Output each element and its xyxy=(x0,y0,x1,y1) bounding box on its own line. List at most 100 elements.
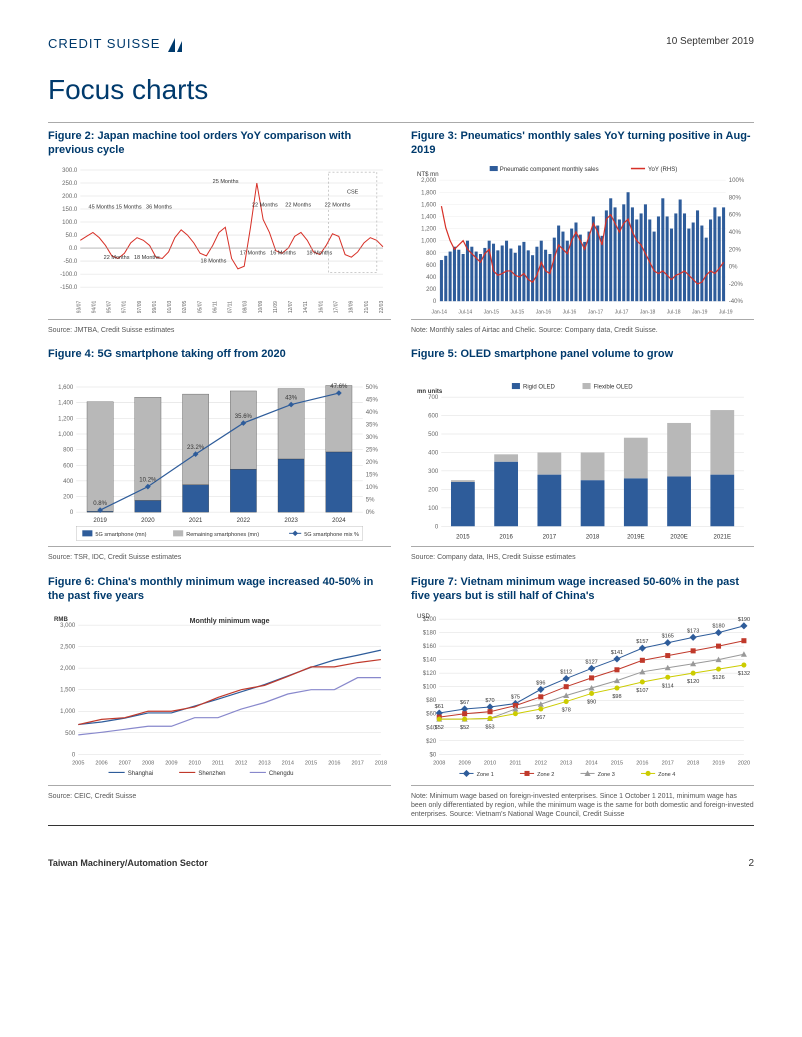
svg-text:0: 0 xyxy=(72,752,76,758)
svg-text:2011: 2011 xyxy=(509,760,521,766)
page-footer: Taiwan Machinery/Automation Sector 2 xyxy=(48,850,754,869)
svg-text:35.6%: 35.6% xyxy=(235,414,253,420)
svg-text:$132: $132 xyxy=(738,671,750,677)
svg-text:35%: 35% xyxy=(366,423,379,429)
svg-text:97/01: 97/01 xyxy=(122,300,128,313)
svg-text:600: 600 xyxy=(63,463,74,469)
svg-text:2017: 2017 xyxy=(351,760,363,766)
svg-text:05/07: 05/07 xyxy=(197,300,203,313)
brand-logo: CREDIT SUISSE xyxy=(48,36,188,54)
svg-text:22 Months: 22 Months xyxy=(285,202,311,208)
svg-text:400: 400 xyxy=(428,450,439,456)
svg-text:2006: 2006 xyxy=(95,760,107,766)
svg-text:1,400: 1,400 xyxy=(58,401,74,407)
svg-text:-40%: -40% xyxy=(729,299,744,305)
svg-text:RMB: RMB xyxy=(54,617,68,623)
svg-text:20%: 20% xyxy=(366,460,379,466)
svg-text:$165: $165 xyxy=(662,634,674,640)
svg-text:YoY (RHS): YoY (RHS) xyxy=(648,167,677,173)
fig7-sep xyxy=(411,785,754,786)
svg-text:NT$ mn: NT$ mn xyxy=(417,172,439,178)
figure-4: Figure 4: 5G smartphone taking off from … xyxy=(48,347,391,563)
svg-text:$75: $75 xyxy=(511,695,520,701)
svg-text:Shanghai: Shanghai xyxy=(128,771,154,777)
fig2-source: Source: JMTBA, Credit Suisse estimates xyxy=(48,326,391,335)
svg-text:1,000: 1,000 xyxy=(421,238,437,244)
fig3-sep xyxy=(411,319,754,320)
svg-text:$127: $127 xyxy=(585,659,597,665)
svg-text:40%: 40% xyxy=(729,230,742,236)
svg-text:-50.0: -50.0 xyxy=(63,259,77,265)
svg-text:$52: $52 xyxy=(435,725,444,731)
fig5-chart: 0100200300400500600700mn unitsRigid OLED… xyxy=(411,381,754,542)
svg-text:50.0: 50.0 xyxy=(65,233,77,239)
svg-text:mn units: mn units xyxy=(417,389,443,395)
svg-text:CSE: CSE xyxy=(347,189,359,195)
svg-text:15 Months: 15 Months xyxy=(116,204,142,210)
svg-text:2019: 2019 xyxy=(712,760,724,766)
svg-text:95/07: 95/07 xyxy=(107,300,113,313)
svg-text:$90: $90 xyxy=(587,700,596,706)
svg-text:700: 700 xyxy=(428,395,439,401)
svg-text:5G smartphone mix %: 5G smartphone mix % xyxy=(304,532,359,538)
svg-text:2008: 2008 xyxy=(433,760,445,766)
charts-grid: Figure 2: Japan machine tool orders YoY … xyxy=(48,129,754,819)
svg-text:-150.0: -150.0 xyxy=(60,285,78,291)
svg-text:$190: $190 xyxy=(738,617,750,623)
svg-text:1,800: 1,800 xyxy=(421,190,437,196)
svg-text:2016: 2016 xyxy=(636,760,648,766)
svg-text:Jan-19: Jan-19 xyxy=(692,309,708,315)
fig4-sep xyxy=(48,546,391,547)
svg-text:0.8%: 0.8% xyxy=(93,501,107,507)
svg-text:300: 300 xyxy=(428,469,439,475)
svg-text:2008: 2008 xyxy=(142,760,154,766)
svg-text:0.0: 0.0 xyxy=(69,246,78,252)
svg-text:11/09: 11/09 xyxy=(273,300,279,312)
svg-text:12/07: 12/07 xyxy=(288,300,294,313)
svg-text:$100: $100 xyxy=(423,685,437,691)
svg-text:17 Months: 17 Months xyxy=(240,250,266,256)
svg-text:Jul-18: Jul-18 xyxy=(667,309,681,315)
svg-text:2015: 2015 xyxy=(456,534,470,540)
svg-text:Zone 3: Zone 3 xyxy=(598,772,615,778)
fig2-sep xyxy=(48,319,391,320)
svg-text:21/01: 21/01 xyxy=(364,300,370,313)
svg-text:$52: $52 xyxy=(460,725,469,731)
svg-text:25 Months: 25 Months xyxy=(213,179,239,185)
svg-text:Jul-14: Jul-14 xyxy=(458,309,472,315)
figure-2: Figure 2: Japan machine tool orders YoY … xyxy=(48,129,391,335)
svg-text:Zone 1: Zone 1 xyxy=(477,772,494,778)
svg-text:2016: 2016 xyxy=(328,760,340,766)
svg-text:14/11: 14/11 xyxy=(303,300,309,312)
svg-text:2015: 2015 xyxy=(611,760,623,766)
svg-text:18 Months: 18 Months xyxy=(134,255,160,261)
footer-separator xyxy=(48,825,754,826)
svg-text:07/11: 07/11 xyxy=(228,300,234,312)
svg-text:$157: $157 xyxy=(636,639,648,645)
fig6-sep xyxy=(48,785,391,786)
svg-text:0: 0 xyxy=(435,524,439,530)
svg-text:Zone 4: Zone 4 xyxy=(658,772,675,778)
svg-text:2020: 2020 xyxy=(738,760,750,766)
svg-text:2007: 2007 xyxy=(119,760,131,766)
brand-name-b: SUISSE xyxy=(107,36,161,51)
svg-text:800: 800 xyxy=(63,448,74,454)
svg-text:$98: $98 xyxy=(612,694,621,700)
svg-text:$60: $60 xyxy=(426,712,437,718)
svg-text:40%: 40% xyxy=(366,410,379,416)
svg-text:$160: $160 xyxy=(423,644,437,650)
svg-text:99/01: 99/01 xyxy=(152,300,158,313)
svg-text:2023: 2023 xyxy=(284,518,298,524)
svg-text:45%: 45% xyxy=(366,398,379,404)
svg-text:$126: $126 xyxy=(712,675,724,681)
svg-text:2018: 2018 xyxy=(586,534,600,540)
svg-text:45 Months: 45 Months xyxy=(89,204,115,210)
svg-text:0%: 0% xyxy=(366,510,375,516)
svg-text:25%: 25% xyxy=(366,448,379,454)
svg-text:1,000: 1,000 xyxy=(58,432,74,438)
svg-text:Jan-18: Jan-18 xyxy=(640,309,656,315)
svg-text:600: 600 xyxy=(426,262,437,268)
svg-text:400: 400 xyxy=(426,275,437,281)
svg-text:5G smartphone (mn): 5G smartphone (mn) xyxy=(95,532,146,538)
fig3-source: Note: Monthly sales of Airtac and Chelic… xyxy=(411,326,754,335)
